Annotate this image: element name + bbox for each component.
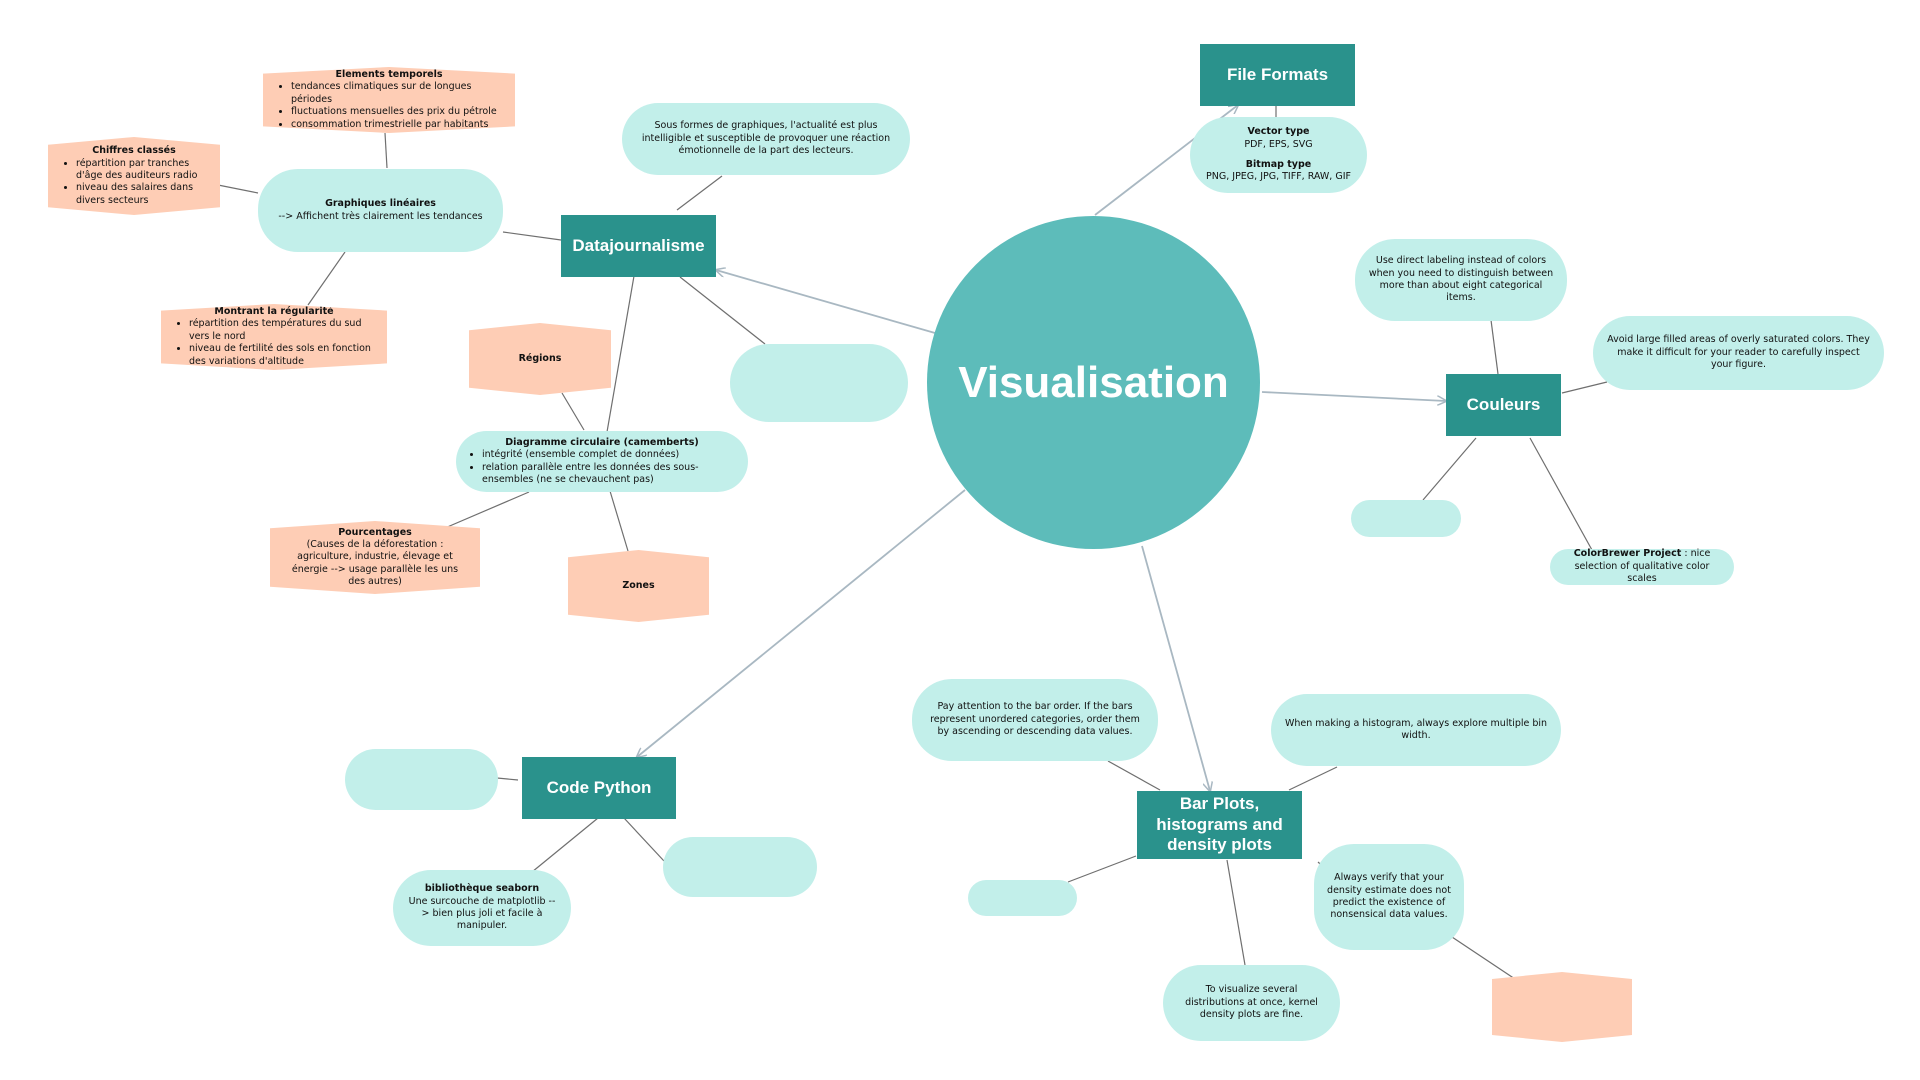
empty-note-python-left[interactable] bbox=[345, 749, 498, 810]
hub-file-formats-label: File Formats bbox=[1226, 64, 1329, 84]
hub-couleurs-label: Couleurs bbox=[1466, 394, 1541, 414]
hub-file-formats[interactable]: File Formats bbox=[1200, 44, 1355, 106]
graphiques-lineaires-text: --> Affichent très clairement les tendan… bbox=[278, 210, 483, 222]
hub-datajournalisme-label: Datajournalisme bbox=[572, 235, 705, 255]
hub-datajournalisme[interactable]: Datajournalisme bbox=[561, 215, 716, 277]
hub-bar-plots[interactable]: Bar Plots, histograms and density plots bbox=[1137, 791, 1302, 859]
empty-note-datajournalisme[interactable] bbox=[730, 344, 908, 422]
direct-labeling-note[interactable]: Use direct labeling instead of colors wh… bbox=[1355, 239, 1567, 321]
diagramme-circulaire-list: intégrité (ensemble complet de données) … bbox=[468, 449, 736, 486]
arrow-code-python bbox=[637, 489, 966, 757]
list-item: consommation trimestrielle par habitants bbox=[291, 119, 501, 131]
arrow-datajournalisme bbox=[716, 270, 936, 334]
seaborn-note[interactable]: bibliothèque seaborn Une surcouche de ma… bbox=[393, 870, 571, 946]
chiffres-classes-note[interactable]: Chiffres classés répartition par tranche… bbox=[48, 137, 220, 215]
elements-temporels-note[interactable]: Elements temporels tendances climatiques… bbox=[263, 67, 515, 133]
vector-type-title: Vector type bbox=[1247, 126, 1310, 138]
list-item: niveau des salaires dans divers secteurs bbox=[76, 182, 206, 207]
seaborn-title: bibliothèque seaborn bbox=[424, 883, 540, 895]
vector-type-text: PDF, EPS, SVG bbox=[1244, 138, 1313, 150]
kernel-density-note[interactable]: To visualize several distributions at on… bbox=[1163, 965, 1340, 1041]
list-item: relation parallèle entre les données des… bbox=[482, 462, 736, 487]
regularite-title: Montrant la régularité bbox=[214, 306, 334, 318]
bar-order-note[interactable]: Pay attention to the bar order. If the b… bbox=[912, 679, 1158, 761]
hub-couleurs[interactable]: Couleurs bbox=[1446, 374, 1561, 436]
density-estimate-note[interactable]: Always verify that your density estimate… bbox=[1314, 844, 1464, 950]
regions-note[interactable]: Régions bbox=[469, 323, 611, 395]
bitmap-type-title: Bitmap type bbox=[1245, 159, 1312, 170]
arrow-bar-plots bbox=[1141, 545, 1210, 791]
colorbrewer-note[interactable]: ColorBrewer Project : nice selection of … bbox=[1550, 548, 1734, 585]
pourcentages-note[interactable]: Pourcentages (Causes de la déforestation… bbox=[270, 521, 480, 594]
graphiques-lineaires-note[interactable]: Graphiques linéaires --> Affichent très … bbox=[258, 169, 503, 252]
pourcentages-title: Pourcentages bbox=[338, 526, 412, 538]
list-item: intégrité (ensemble complet de données) bbox=[482, 449, 736, 461]
datajournalisme-intro-text: Sous formes de graphiques, l'actualité e… bbox=[641, 120, 891, 157]
bin-width-text: When making a histogram, always explore … bbox=[1284, 717, 1548, 741]
empty-note-couleurs[interactable] bbox=[1351, 500, 1461, 537]
list-item: répartition des températures du sud vers… bbox=[189, 318, 373, 343]
kernel-density-text: To visualize several distributions at on… bbox=[1185, 984, 1318, 1021]
regions-label: Régions bbox=[518, 352, 562, 364]
colorbrewer-title: ColorBrewer Project bbox=[1573, 548, 1682, 560]
hub-code-python[interactable]: Code Python bbox=[522, 757, 676, 819]
empty-note-python-right[interactable] bbox=[663, 837, 817, 897]
elements-temporels-list: tendances climatiques sur de longues pér… bbox=[277, 81, 501, 130]
arrow-couleurs bbox=[1261, 391, 1446, 401]
list-item: tendances climatiques sur de longues pér… bbox=[291, 81, 501, 106]
saturated-colors-text: Avoid large filled areas of overly satur… bbox=[1607, 334, 1870, 371]
zones-label: Zones bbox=[622, 579, 655, 591]
regularite-list: répartition des températures du sud vers… bbox=[175, 318, 373, 367]
file-formats-types-note[interactable]: Vector type PDF, EPS, SVG Bitmap type PN… bbox=[1190, 117, 1367, 193]
central-topic-visualisation[interactable]: Visualisation bbox=[927, 216, 1260, 549]
chiffres-classes-title: Chiffres classés bbox=[92, 145, 176, 156]
pourcentages-text: (Causes de la déforestation : agricultur… bbox=[291, 538, 459, 588]
bin-width-note[interactable]: When making a histogram, always explore … bbox=[1271, 694, 1561, 766]
chiffres-classes-list: répartition par tranches d'âge des audit… bbox=[62, 158, 206, 207]
zones-note[interactable]: Zones bbox=[568, 550, 709, 622]
diagramme-circulaire-title: Diagramme circulaire (camemberts) bbox=[505, 436, 699, 448]
bar-order-text: Pay attention to the bar order. If the b… bbox=[930, 701, 1140, 738]
diagramme-circulaire-note[interactable]: Diagramme circulaire (camemberts) intégr… bbox=[456, 431, 748, 492]
density-estimate-text: Always verify that your density estimate… bbox=[1327, 872, 1451, 921]
seaborn-text: Une surcouche de matplotlib --> bien plu… bbox=[408, 895, 556, 932]
list-item: répartition par tranches d'âge des audit… bbox=[76, 158, 206, 183]
datajournalisme-intro-note[interactable]: Sous formes de graphiques, l'actualité e… bbox=[622, 103, 910, 175]
saturated-colors-note[interactable]: Avoid large filled areas of overly satur… bbox=[1593, 316, 1884, 390]
colorbrewer-text: : nice selection of qualitative color sc… bbox=[1574, 548, 1711, 585]
hub-bar-plots-label: Bar Plots, histograms and density plots bbox=[1156, 794, 1283, 855]
list-item: fluctuations mensuelles des prix du pétr… bbox=[291, 106, 501, 118]
empty-note-bar-plots[interactable] bbox=[968, 880, 1077, 916]
regularite-note[interactable]: Montrant la régularité répartition des t… bbox=[161, 304, 387, 370]
empty-hex-note[interactable] bbox=[1492, 972, 1632, 1042]
elements-temporels-title: Elements temporels bbox=[335, 69, 443, 81]
graphiques-lineaires-title: Graphiques linéaires bbox=[325, 198, 436, 210]
central-topic-label: Visualisation bbox=[958, 357, 1229, 407]
list-item: niveau de fertilité des sols en fonction… bbox=[189, 343, 373, 368]
hub-code-python-label: Code Python bbox=[546, 777, 652, 797]
direct-labeling-text: Use direct labeling instead of colors wh… bbox=[1368, 255, 1554, 304]
bitmap-type-text: PNG, JPEG, JPG, TIFF, RAW, GIF bbox=[1206, 171, 1351, 183]
